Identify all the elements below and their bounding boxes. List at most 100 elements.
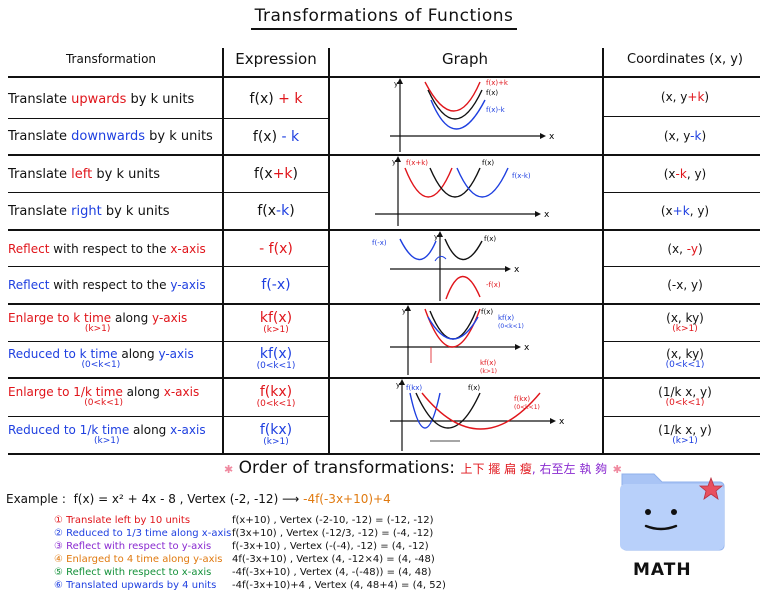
example-steps: ① Translate left by 10 units ② Reduced t… (54, 514, 231, 592)
calc-2: f(3x+10) , Vertex (-12/3, -12) = (-4, -1… (232, 528, 434, 539)
row-down-name: Translate downwards by k units (8, 129, 213, 144)
column-divider (328, 48, 330, 455)
sub-rule (8, 341, 328, 342)
graph-vertical-stretch: y x f(x) kf(x) (0<k<1) kf(x) (k>1) (390, 305, 530, 375)
svg-text:y: y (434, 233, 438, 241)
row-reduce-y-expr: kf(x) (0<k<1) (256, 346, 296, 372)
row-enlarge-x-coord: (1/k x, y) (0<k<1) (658, 385, 712, 409)
row-left-coord: (x-k, y) (663, 167, 707, 181)
calc-4: 4f(-3x+10) , Vertex (4, -12×4) = (4, -48… (232, 554, 435, 565)
row-down-expr: f(x) - k (252, 128, 300, 145)
svg-text:y: y (396, 381, 400, 389)
svg-text:x: x (549, 132, 555, 142)
column-divider (602, 48, 604, 455)
svg-text:f(x): f(x) (484, 235, 496, 243)
row-up-name: Translate upwards by k units (8, 91, 195, 107)
row-rule (8, 303, 760, 305)
svg-text:(0<k<1): (0<k<1) (514, 404, 540, 411)
svg-text:f(x): f(x) (468, 384, 480, 392)
svg-text:f(kx): f(kx) (514, 395, 530, 403)
order-of-transformations: ✱ Order of transformations: 上下 擺 扁 瘦, 右至… (224, 458, 622, 478)
math-logo-text: MATH (633, 560, 692, 580)
svg-text:-f(x): -f(x) (486, 281, 501, 289)
svg-text:f(x+k): f(x+k) (406, 159, 428, 167)
row-reflect-y-expr: f(-x) (261, 277, 291, 293)
row-reduce-y-coord: (x, ky) (0<k<1) (665, 347, 705, 371)
svg-text:y: y (394, 80, 398, 88)
row-reflect-x-coord: (x, -y) (667, 241, 703, 256)
row-enlarge-y-name: Enlarge to k time along y-axis (k>1) (8, 310, 188, 334)
row-reduce-y-name: Reduced to k time along y-axis (0<k<1) (8, 347, 194, 371)
step-4: ④ Enlarged to 4 time along y-axis (54, 554, 223, 565)
svg-text:x: x (514, 265, 520, 275)
row-down-coord: (x, y-k) (663, 128, 707, 143)
row-right-coord: (x+k, y) (660, 204, 710, 218)
row-rule (8, 453, 760, 455)
step-6: ⑥ Translated upwards by 4 units (54, 580, 217, 591)
page-title: Transformations of Functions (0, 6, 768, 30)
row-left-name: Translate left by k units (8, 166, 161, 182)
row-reduce-x-expr: f(kx) (k>1) (259, 421, 293, 447)
graph-reflections: y x f(-x) f(x) -f(x) (372, 231, 520, 301)
row-up-expr: f(x) + k (249, 91, 303, 107)
svg-text:f(x)-k: f(x)-k (486, 106, 506, 114)
header-graph: Graph (441, 50, 488, 68)
row-enlarge-y-expr: kf(x) (k>1) (259, 309, 293, 335)
calc-6: -4f(-3x+10)+4 , Vertex (4, 48+4) = (4, 5… (232, 580, 446, 591)
example-line: Example : f(x) = x² + 4x - 8 , Vertex (-… (6, 492, 391, 506)
sub-rule (604, 116, 760, 117)
svg-text:f(kx): f(kx) (406, 384, 422, 392)
row-reduce-x-coord: (1/k x, y) (k>1) (658, 422, 712, 446)
step-5: ⑤ Reflect with respect to x-axis (54, 567, 212, 578)
calc-3: f(-3x+10) , Vertex (-(-4), -12) = (4, -1… (232, 541, 429, 552)
row-right-name: Translate right by k units (8, 203, 170, 219)
row-reflect-y-coord: (-x, y) (667, 278, 703, 292)
row-reflect-y-name: Reflect with respect to the y-axis (8, 278, 206, 292)
svg-text:x: x (559, 417, 565, 427)
row-enlarge-y-coord: (x, ky) (k>1) (666, 310, 704, 334)
step-1: ① Translate left by 10 units (54, 515, 191, 526)
svg-text:kf(x): kf(x) (480, 359, 496, 367)
row-right-expr: f(x-k) (257, 203, 295, 219)
step-3: ③ Reflect with respect to y-axis (54, 541, 212, 552)
header-coordinates: Coordinates (x, y) (627, 52, 743, 67)
header-transformation: Transformation (65, 52, 157, 66)
row-left-expr: f(x+k) (254, 166, 298, 182)
row-rule (8, 377, 760, 379)
row-rule (8, 154, 760, 156)
svg-text:f(x)+k: f(x)+k (486, 79, 509, 87)
svg-text:f(-x): f(-x) (372, 239, 387, 247)
row-enlarge-x-name: Enlarge to 1/k time along x-axis (0<k<1) (8, 385, 200, 409)
svg-text:(k>1): (k>1) (480, 368, 497, 375)
svg-text:f(x): f(x) (486, 89, 498, 97)
sub-rule (604, 416, 760, 417)
sub-rule (8, 192, 328, 193)
sub-rule (8, 118, 328, 119)
sub-rule (604, 341, 760, 342)
svg-text:f(x-k): f(x-k) (512, 172, 531, 180)
sub-rule (8, 416, 328, 417)
sub-rule (604, 192, 760, 193)
svg-text:x: x (524, 343, 530, 353)
svg-text:f(x): f(x) (481, 308, 493, 316)
calc-1: f(x+10) , Vertex (-2-10, -12) = (-12, -1… (232, 515, 434, 526)
row-reflect-x-expr: - f(x) (259, 240, 293, 257)
svg-text:x: x (544, 210, 550, 220)
graph-horizontal-stretch: y x f(kx) f(x) f(kx) (0<k<1) (390, 379, 565, 451)
svg-text:f(x): f(x) (482, 159, 494, 167)
sub-rule (8, 266, 328, 267)
svg-text:kf(x): kf(x) (498, 314, 514, 322)
row-enlarge-x-expr: f(kx) (0<k<1) (256, 384, 296, 410)
row-reflect-x-name: Reflect with respect to the x-axis (8, 241, 206, 256)
svg-text:y: y (402, 307, 406, 315)
calc-5: -4f(-3x+10) , Vertex (4, -(-48)) = (4, 4… (232, 567, 432, 578)
example-calculations: f(x+10) , Vertex (-2-10, -12) = (-12, -1… (232, 514, 446, 592)
row-reduce-x-name: Reduced to 1/k time along x-axis (k>1) (8, 422, 206, 446)
column-divider (222, 48, 224, 455)
sub-rule (604, 266, 760, 267)
step-2: ② Reduced to 1/3 time along x-axis (54, 528, 232, 539)
graph-horizontal-translation: y x f(x+k) f(x) f(x-k) (375, 156, 550, 226)
header-expression: Expression (235, 50, 317, 68)
svg-text:y: y (392, 158, 396, 166)
graph-vertical-translation: y x f(x)+k f(x) f(x)-k (390, 78, 555, 152)
